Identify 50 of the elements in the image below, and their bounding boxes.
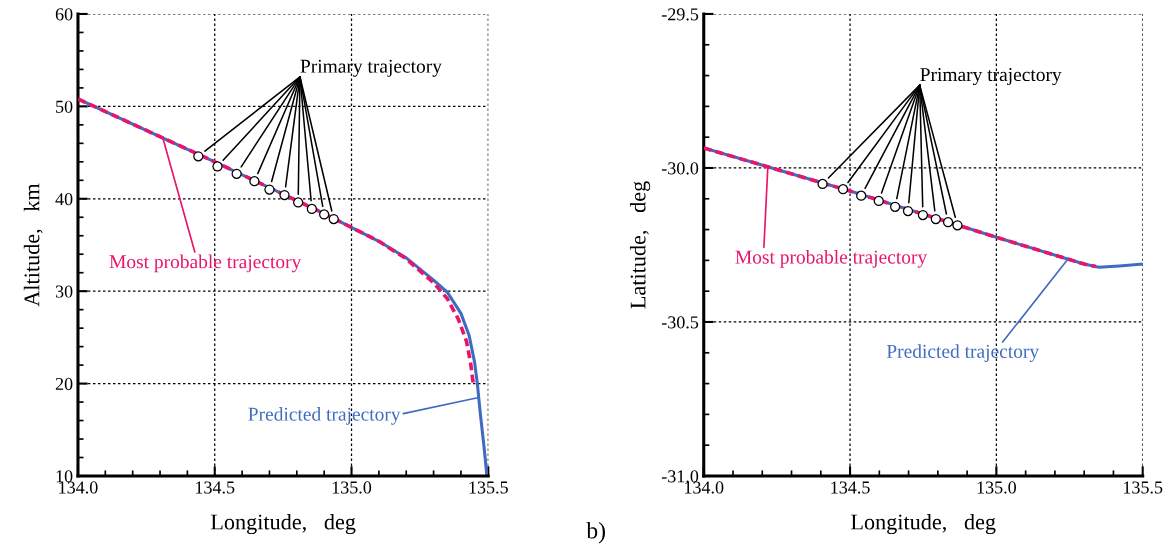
point — [856, 190, 867, 201]
x-tick-label: 135.0 — [977, 481, 1016, 494]
x-tick-label: 135.0 — [332, 481, 372, 494]
line-series — [77, 97, 476, 386]
annotation: Most probable trajectory — [735, 249, 928, 268]
x-axis-title: Longitude, deg — [210, 513, 356, 535]
point — [889, 201, 901, 212]
point — [917, 209, 929, 221]
x-tick-label: 134.5 — [831, 481, 870, 494]
annotation: Primary trajectory — [920, 68, 1062, 86]
y-axis-title: Latitude, deg — [629, 181, 651, 309]
annotation: Predicted trajectory — [886, 344, 1040, 362]
x-tick-label: 135.5 — [1123, 481, 1163, 494]
y-tick-label: -30.0 — [661, 162, 699, 175]
point — [279, 189, 290, 201]
point — [902, 205, 914, 217]
x-tick-label: 134.5 — [196, 481, 235, 494]
y-tick-label: 40 — [55, 193, 73, 206]
point — [952, 220, 963, 231]
x-tick-label: 134.0 — [685, 481, 724, 494]
y-tick-label: -29.5 — [661, 8, 699, 21]
point — [837, 184, 849, 195]
y-tick-label: 60 — [55, 8, 73, 21]
point — [193, 151, 204, 162]
y-tick-label: 10 — [56, 470, 73, 483]
y-tick-label: 30 — [55, 285, 73, 298]
point — [873, 195, 884, 207]
x-tick-label: 134.0 — [59, 481, 98, 494]
y-tick-label: 20 — [55, 377, 73, 391]
text: b) — [586, 521, 605, 544]
point — [231, 168, 242, 179]
y-tick-label: -30.5 — [661, 316, 699, 329]
x-tick-label: 135.5 — [469, 481, 508, 494]
annotation: Primary trajectory — [300, 59, 442, 77]
point — [930, 213, 941, 225]
point — [328, 213, 339, 225]
annotation: Most probable trajectory — [109, 254, 302, 273]
point — [319, 209, 330, 220]
point — [817, 178, 828, 190]
y-tick-label: -31.0 — [661, 470, 699, 483]
point — [942, 217, 954, 228]
x-axis-title: Longitude, deg — [851, 513, 996, 535]
point — [212, 161, 223, 172]
annotation: Predicted trajectory — [248, 407, 401, 425]
y-axis-title: Altitude, km — [23, 183, 43, 307]
y-tick-label: 50 — [56, 100, 73, 113]
point — [264, 184, 275, 195]
point — [293, 197, 304, 208]
point — [249, 176, 260, 187]
point — [306, 203, 317, 215]
